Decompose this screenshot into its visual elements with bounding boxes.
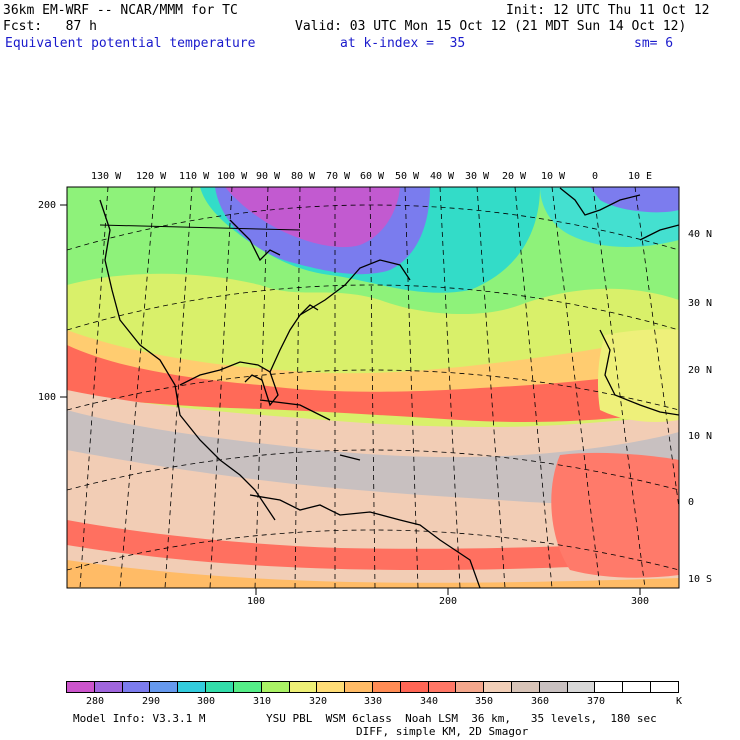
lat-label: 10 S — [688, 574, 713, 585]
colorbar-label: 360 — [531, 696, 550, 707]
lon-label: 60 W — [360, 171, 385, 182]
level-label: at k-index = 35 — [340, 36, 466, 51]
grid-y-label: 100 — [38, 392, 57, 403]
grid-x-label: 100 — [247, 596, 266, 607]
lat-label: 30 N — [688, 298, 713, 309]
colorbar-cell — [539, 682, 568, 692]
colorbar-cell — [595, 682, 624, 692]
colorbar-label: 320 — [309, 696, 328, 707]
colorbar-cell — [400, 682, 429, 692]
colorbar-cell — [206, 682, 234, 692]
grid-x-label: 300 — [631, 596, 650, 607]
lon-label: 130 W — [91, 171, 122, 182]
grid-x-label: 200 — [439, 596, 458, 607]
lon-label: 70 W — [326, 171, 351, 182]
graticule — [67, 187, 679, 588]
theta-e-field — [67, 187, 679, 588]
lon-label: 80 W — [291, 171, 316, 182]
colorbar-cell — [623, 682, 652, 692]
colorbar-cell — [178, 682, 207, 692]
colorbar-label: 370 — [587, 696, 606, 707]
field-name: Equivalent potential temperature — [5, 36, 256, 51]
color-scale-bar — [66, 681, 679, 693]
lat-label: 10 N — [688, 431, 713, 442]
colorbar-label: 290 — [142, 696, 161, 707]
init-time: Init: 12 UTC Thu 11 Oct 12 — [506, 3, 710, 18]
colorbar-cell — [261, 682, 290, 692]
grid-y-label: 200 — [38, 200, 57, 211]
lon-label: 110 W — [179, 171, 210, 182]
lon-label: 20 W — [502, 171, 527, 182]
colorbar-cell — [456, 682, 485, 692]
lon-label: 100 W — [217, 171, 248, 182]
colorbar-cell — [567, 682, 596, 692]
smoothing-label: sm= 6 — [634, 36, 674, 51]
axis-ticks — [60, 204, 641, 595]
colorbar-label: 300 — [197, 696, 216, 707]
colorbar-cell — [289, 682, 318, 692]
colorbar-cell — [345, 682, 373, 692]
lon-label: 40 W — [430, 171, 455, 182]
colorbar-cell — [317, 682, 346, 692]
lon-label: 30 W — [465, 171, 490, 182]
colorbar-label: 350 — [475, 696, 494, 707]
lat-label: 20 N — [688, 365, 713, 376]
lon-label: 50 W — [395, 171, 420, 182]
model-title: 36km EM-WRF -- NCAR/MMM for TC — [3, 3, 238, 18]
lon-label: 120 W — [136, 171, 167, 182]
colorbar-cell — [67, 682, 95, 692]
colorbar-label: 340 — [420, 696, 439, 707]
lon-label: 90 W — [256, 171, 281, 182]
forecast-hour: Fcst: 87 h — [3, 19, 97, 34]
colorbar-cell — [372, 682, 401, 692]
colorbar-cell — [484, 682, 512, 692]
valid-time: Valid: 03 UTC Mon 15 Oct 12 (21 MDT Sun … — [295, 19, 687, 34]
colorbar-cell — [233, 682, 262, 692]
plot-border — [66, 186, 680, 589]
colorbar-cell — [651, 682, 678, 692]
lon-label: 10 E — [628, 171, 653, 182]
lat-label: 40 N — [688, 229, 713, 240]
diffusion-info: DIFF, simple KM, 2D Smagor — [356, 725, 529, 738]
coastlines — [99, 187, 679, 588]
colorbar-cell — [150, 682, 179, 692]
physics-info: YSU PBL WSM 6class Noah LSM 36 km, 35 le… — [266, 712, 657, 725]
lat-label: 0 — [688, 497, 695, 508]
colorbar-cell — [94, 682, 123, 692]
lon-label: 10 W — [541, 171, 566, 182]
colorbar-cell — [512, 682, 540, 692]
colorbar-unit: K — [676, 696, 683, 707]
colorbar-label: 280 — [86, 696, 105, 707]
model-info: Model Info: V3.3.1 M — [73, 712, 206, 725]
lon-label: 0 — [592, 171, 599, 182]
colorbar-cell — [122, 682, 151, 692]
colorbar-cell — [428, 682, 457, 692]
colorbar-label: 310 — [253, 696, 272, 707]
colorbar-label: 330 — [364, 696, 383, 707]
